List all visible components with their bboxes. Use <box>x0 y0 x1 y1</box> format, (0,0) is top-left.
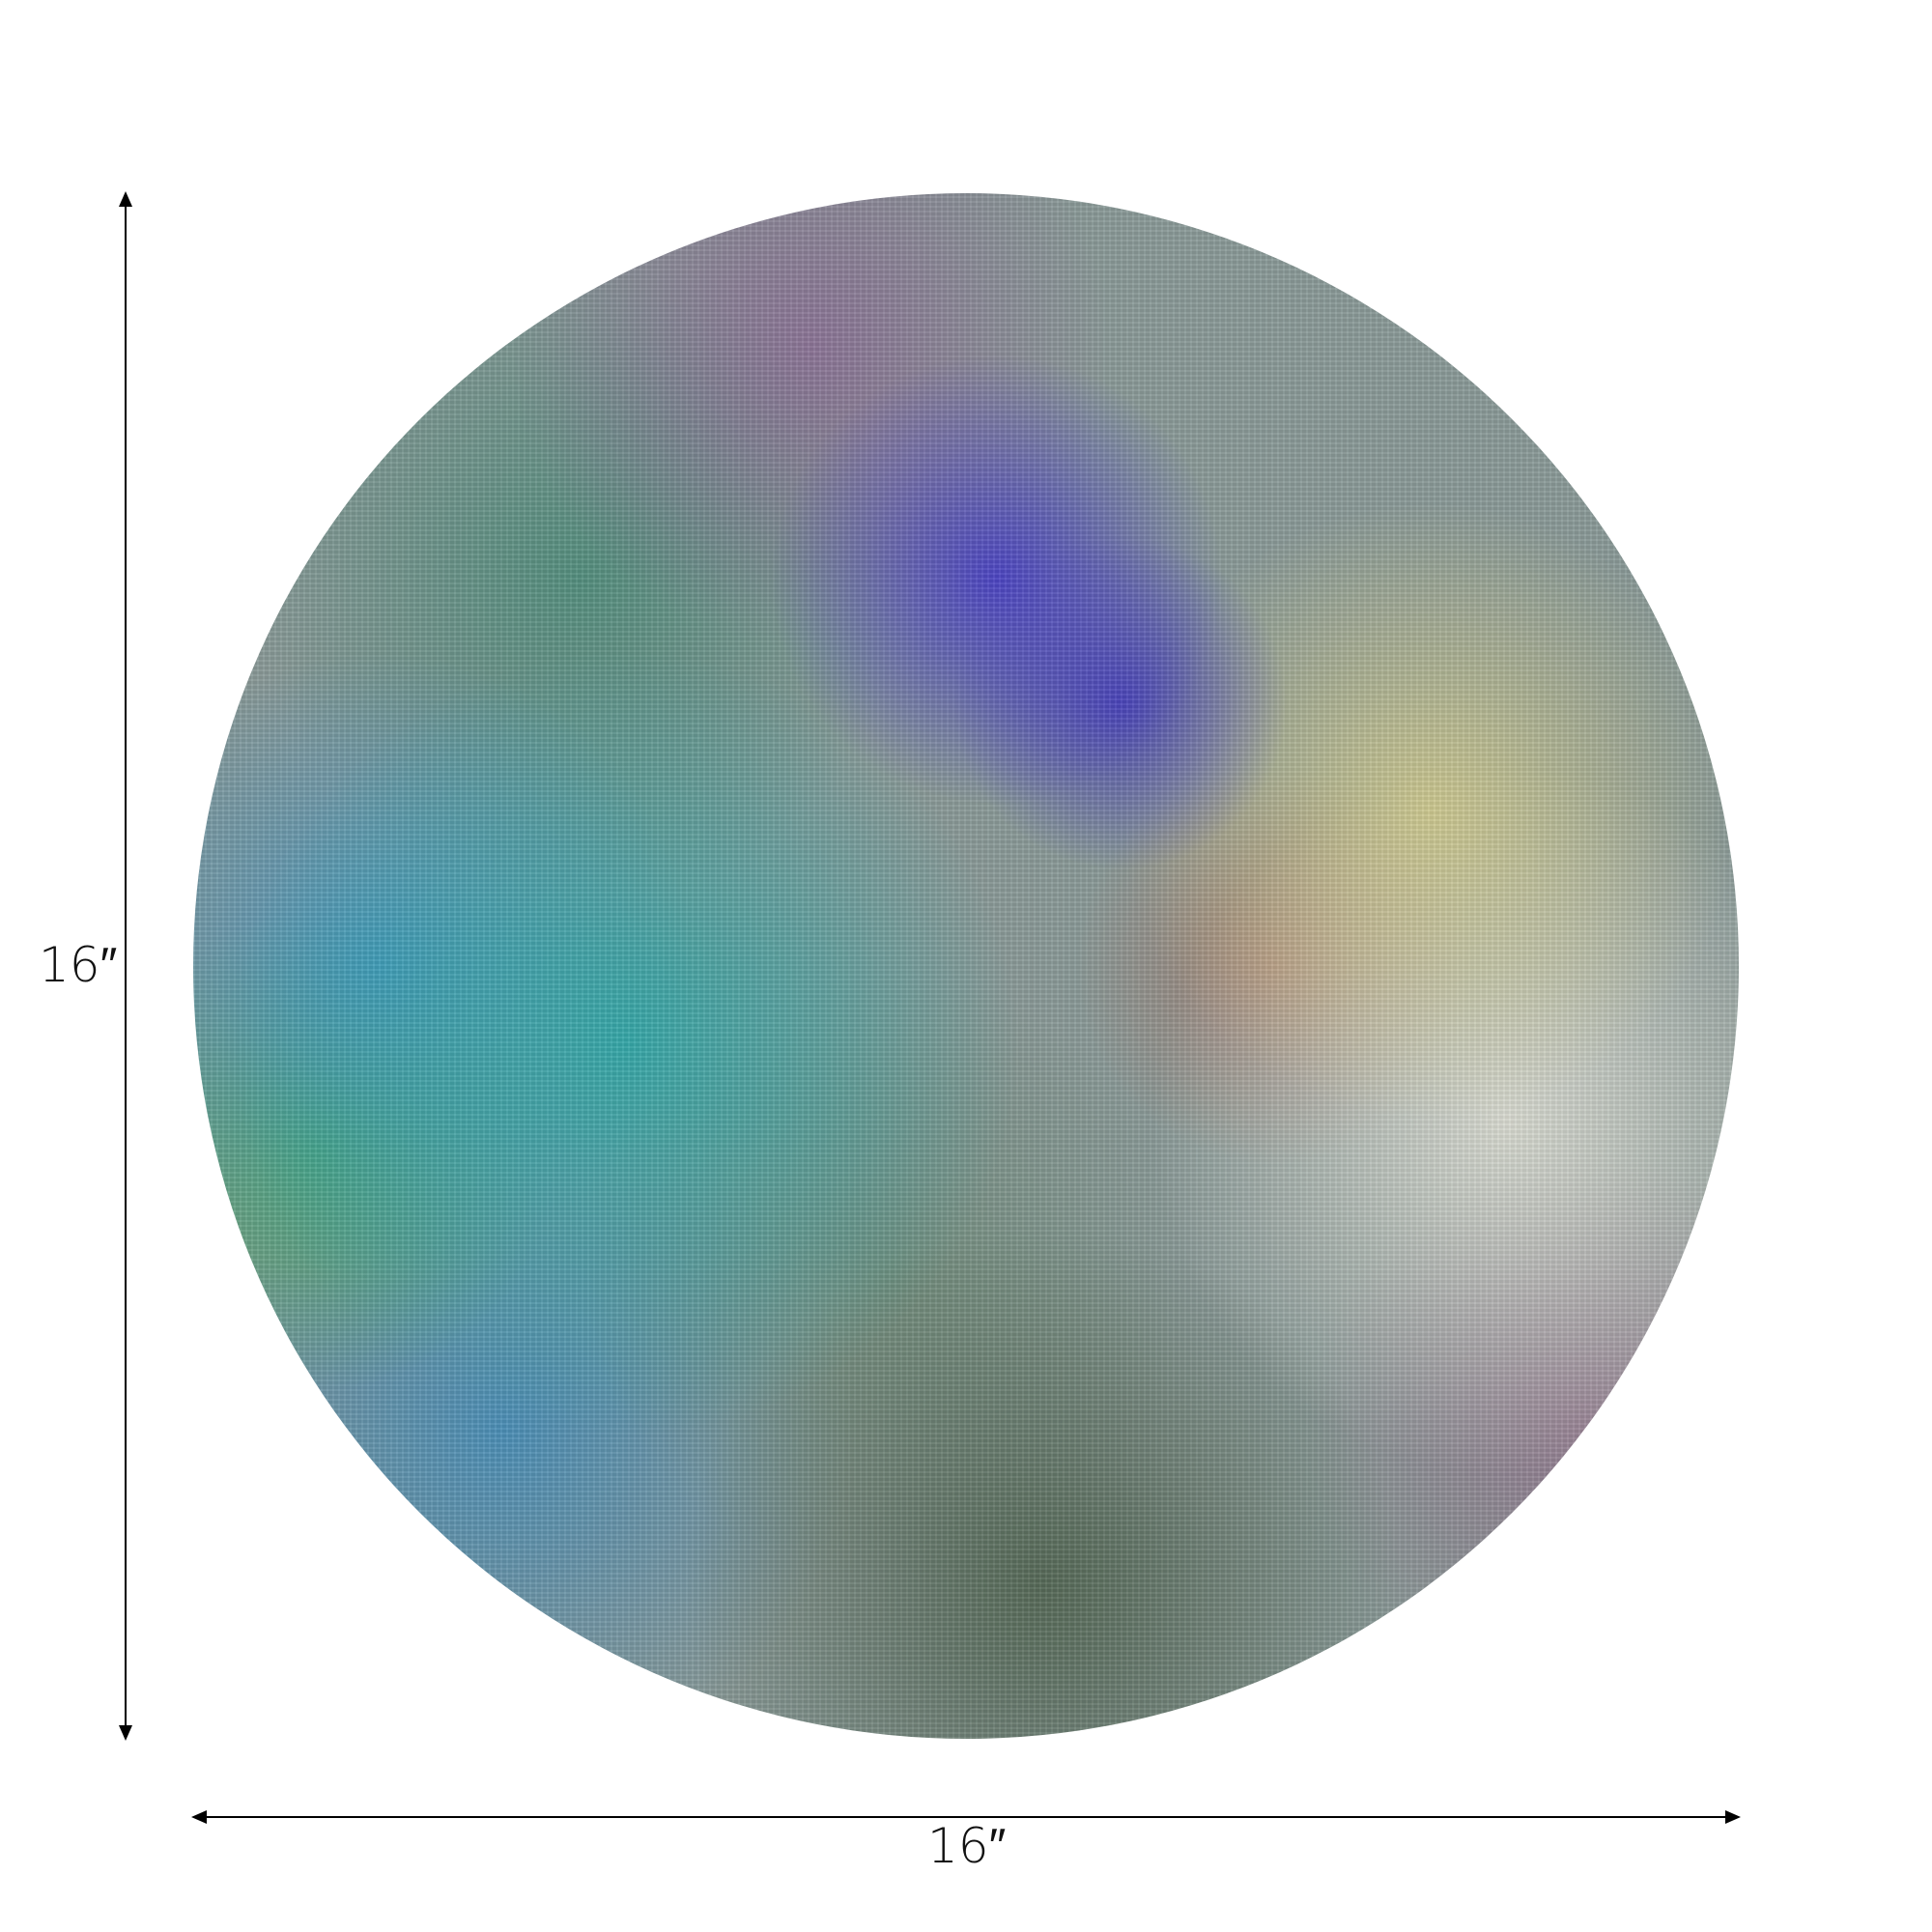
linen-texture <box>193 193 1739 1739</box>
arrow-up-icon <box>119 191 132 207</box>
width-label: 16″ <box>927 1818 1007 1874</box>
width-dimension-line <box>203 1816 1729 1818</box>
height-label: 16″ <box>39 937 118 993</box>
height-dimension-line <box>125 203 127 1729</box>
arrow-down-icon <box>119 1725 132 1741</box>
arrow-left-icon <box>191 1810 207 1824</box>
round-artwork-image <box>193 193 1739 1739</box>
arrow-right-icon <box>1725 1810 1741 1824</box>
